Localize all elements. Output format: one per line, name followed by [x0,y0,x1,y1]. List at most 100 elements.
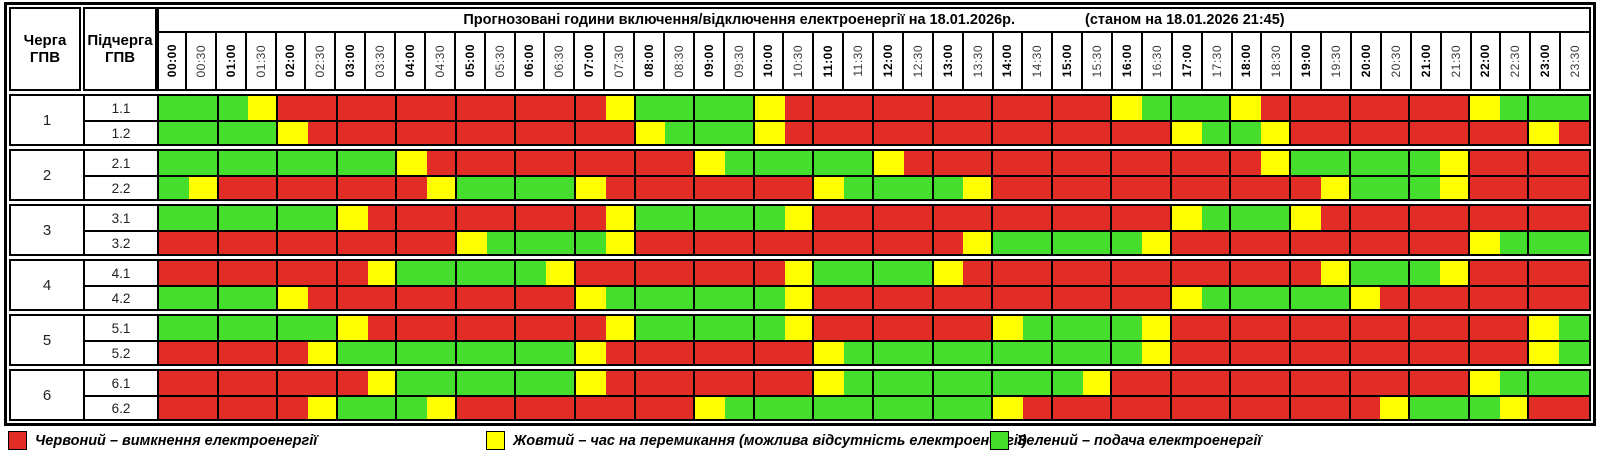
cell-4.2-20:00 [1350,285,1381,309]
cell-4.1-01:30 [248,261,279,285]
cell-3.2-10:30 [784,230,815,254]
cell-3.1-01:30 [248,206,279,230]
cell-6.1-14:30 [1022,371,1053,395]
cell-2.2-11:00 [814,175,845,199]
cell-3.2-03:00 [337,230,368,254]
cell-2.1-06:00 [516,151,547,175]
time-col-12:00: 12:00 [874,31,904,91]
cell-5.1-12:30 [903,316,934,340]
cell-6.2-04:30 [427,395,457,419]
cell-1.2-09:00 [695,120,726,144]
status-timestamp: (станом на 18.01.2026 21:45) [1085,12,1285,28]
cell-2.1-01:30 [248,151,279,175]
cell-3.2-04:00 [397,230,428,254]
cell-4.1-15:00 [1052,261,1083,285]
cell-6.2-15:00 [1052,395,1083,419]
subqueue-header-cell: Підчерга ГПВ [83,7,157,91]
cell-5.2-23:30 [1559,340,1589,364]
time-label: 07:30 [612,44,627,78]
cell-4.2-08:00 [635,285,666,309]
time-col-09:00: 09:00 [694,31,725,91]
cell-2.2-09:00 [695,175,726,199]
cell-5.1-15:30 [1082,316,1113,340]
cell-5.2-18:30 [1261,340,1292,364]
cell-2.2-01:00 [218,175,249,199]
time-col-01:30: 01:30 [246,31,277,91]
legend-item-yellow: Жовтий – час на перемикання (можлива від… [486,431,1027,450]
cell-3.2-04:30 [427,230,457,254]
cell-3.1-13:30 [963,206,994,230]
cell-1.2-11:30 [844,120,874,144]
cell-1.1-08:00 [635,96,666,120]
cell-4.1-14:30 [1022,261,1053,285]
cell-2.2-17:30 [1201,175,1232,199]
cell-5.1-16:00 [1112,316,1143,340]
cell-5.2-18:00 [1231,340,1262,364]
cell-4.2-06:00 [516,285,547,309]
time-col-21:00: 21:00 [1411,31,1442,91]
cell-3.2-13:30 [963,230,994,254]
cell-6.1-00:30 [188,371,219,395]
legend-item-red: Червоний – вимкнення електроенергії [8,431,317,450]
time-label: 23:00 [1538,44,1553,78]
cell-4.1-03:30 [367,261,398,285]
cell-1.1-05:30 [486,96,517,120]
time-col-13:00: 13:00 [933,31,964,91]
cell-5.1-13:30 [963,316,994,340]
cell-2.1-03:30 [367,151,398,175]
cell-1.1-13:00 [933,96,964,120]
cell-2.1-23:00 [1529,151,1560,175]
cell-5.1-20:30 [1380,316,1411,340]
cell-1.2-09:30 [725,120,755,144]
cell-1.2-07:00 [576,120,606,144]
cell-5.2-13:00 [933,340,964,364]
time-label: 20:00 [1358,44,1373,78]
cell-1.2-02:30 [307,120,338,144]
cell-1.2-06:30 [546,120,577,144]
cell-4.2-07:30 [605,285,636,309]
cell-4.1-04:00 [397,261,428,285]
time-label: 09:00 [701,44,716,78]
time-col-16:30: 16:30 [1142,31,1173,91]
cell-5.2-16:30 [1142,340,1172,364]
cell-1.2-02:00 [278,120,308,144]
cell-6.1-04:30 [427,371,457,395]
cell-2.1-15:30 [1082,151,1113,175]
cell-2.1-02:00 [278,151,308,175]
cell-2.2-03:30 [367,175,398,199]
cell-1.2-14:00 [993,120,1023,144]
cell-2.1-18:30 [1261,151,1292,175]
cell-6.1-10:00 [754,371,785,395]
time-label: 14:00 [1000,44,1015,78]
cell-1.2-08:30 [665,120,696,144]
cell-1.1-14:00 [993,96,1023,120]
cell-6.2-11:30 [844,395,874,419]
time-label: 22:00 [1478,44,1493,78]
cell-6.1-12:30 [903,371,934,395]
cell-6.1-18:00 [1231,371,1262,395]
queue-group-1: 1 1.1 1.2 [9,94,1591,146]
cell-1.1-18:00 [1231,96,1262,120]
time-col-09:30: 09:30 [724,31,755,91]
cell-3.2-07:30 [605,230,636,254]
cell-6.2-17:30 [1201,395,1232,419]
cell-5.2-21:00 [1410,340,1441,364]
queue-number: 1 [11,96,85,144]
cell-1.2-16:00 [1112,120,1143,144]
cell-3.2-22:00 [1469,230,1500,254]
cell-4.1-23:30 [1559,261,1589,285]
cell-6.2-14:30 [1022,395,1053,419]
subqueue-label-3.1: 3.1 [85,206,159,230]
cell-4.2-10:00 [754,285,785,309]
cell-1.1-14:30 [1022,96,1053,120]
cell-2.2-06:00 [516,175,547,199]
cell-6.1-02:30 [307,371,338,395]
cell-6.2-05:00 [456,395,487,419]
time-col-12:30: 12:30 [903,31,934,91]
cell-6.2-03:30 [367,395,398,419]
time-col-10:30: 10:30 [784,31,815,91]
cell-5.2-13:30 [963,340,994,364]
cell-6.1-09:30 [725,371,755,395]
cell-2.1-13:30 [963,151,994,175]
cell-4.1-17:30 [1201,261,1232,285]
